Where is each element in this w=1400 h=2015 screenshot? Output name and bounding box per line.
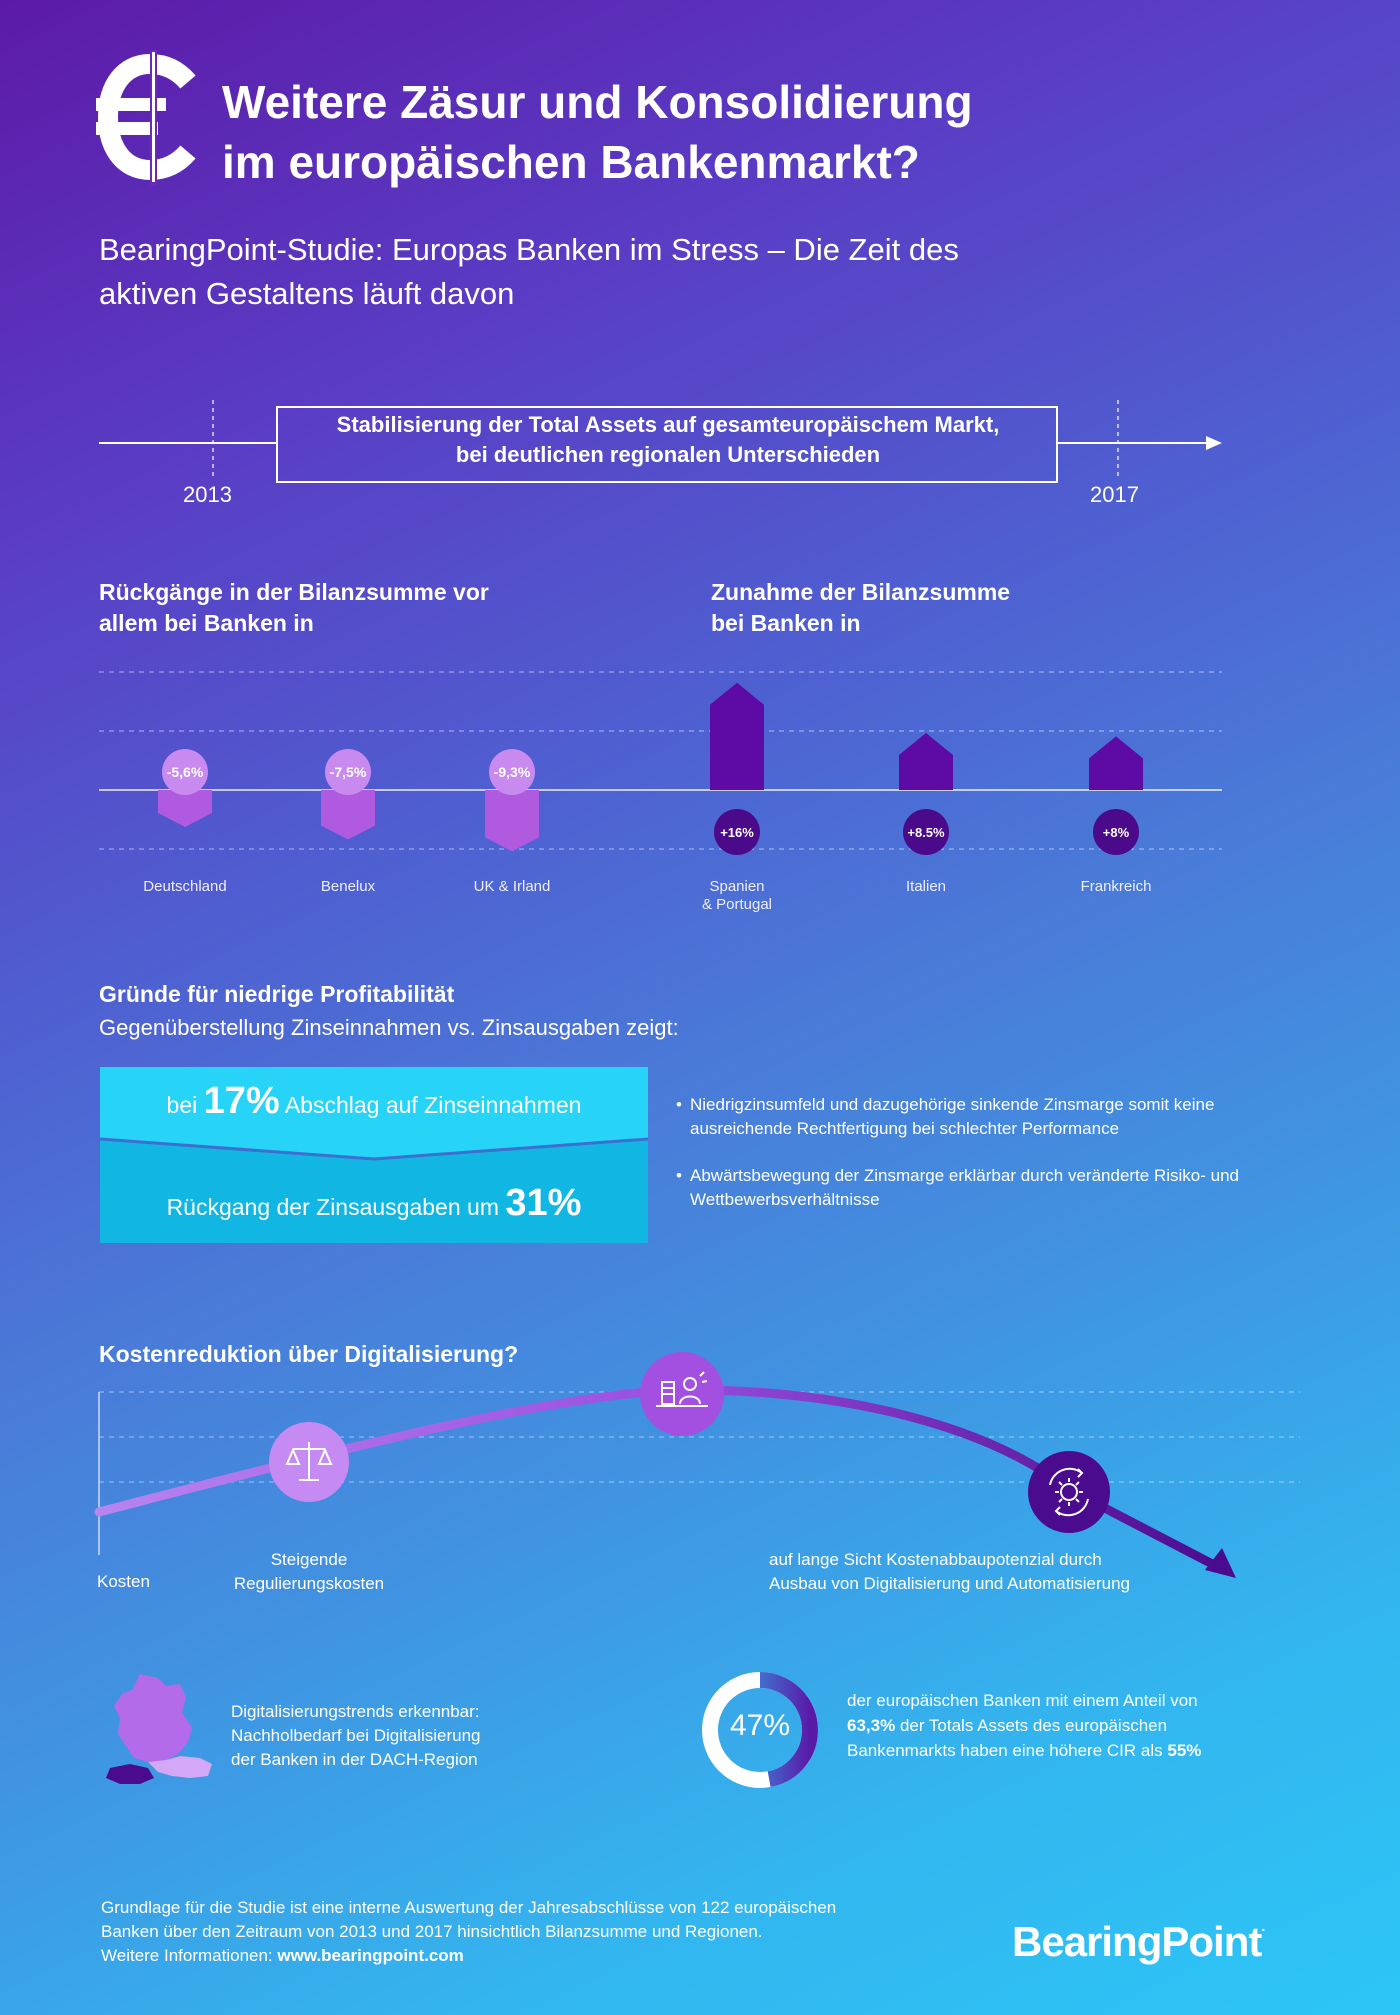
decline-heading-line-1: Rückgänge in der Bilanzsumme vor [99,579,489,605]
title-line-1: Weitere Zäsur und Konsolidierung [222,76,973,128]
bullet-1: Niedrigzinsumfeld und dazugehörige sinke… [676,1093,1250,1141]
decline-heading: Rückgänge in der Bilanzsumme vor allem b… [99,577,489,639]
increase-heading: Zunahme der Bilanzsumme bei Banken in [711,577,1010,639]
decline-value-label: -5,6% [162,749,208,795]
decline-region-label: Benelux [320,878,376,895]
interest-income-box: bei 17% Abschlag auf Zinseinnahmen [100,1080,648,1123]
box1-suffix: Abschlag auf Zinseinnahmen [284,1092,582,1118]
increase-value-label: +8% [1093,809,1139,855]
dach-text: Digitalisierungstrends erkennbar: Nachho… [231,1700,480,1772]
gear-cycle-icon [1028,1451,1110,1533]
interest-comparison-graphic [100,1067,648,1243]
dach-line-2: Nachholbedarf bei Digitalisierung [231,1726,481,1745]
costs-label-left-line-1: Steigende [270,1550,348,1569]
increase-heading-line-2: bei Banken in [711,610,861,636]
page-title: Weitere Zäsur und Konsolidierung im euro… [222,72,973,192]
decline-bar [321,790,375,840]
increase-value-label: +8.5% [903,809,949,855]
cir-line-3-bold: 55% [1167,1741,1202,1760]
costs-axis-label: Kosten [97,1572,150,1591]
footer-line-2: Banken über den Zeitraum von 2013 und 20… [101,1922,763,1941]
donut-value-arc [702,1672,818,1788]
box1-prefix: bei [166,1092,198,1118]
title-line-2: im europäischen Bankenmarkt? [222,136,920,188]
timeline-graphic [99,400,1222,483]
cir-line-2-rest: der Totals Assets des europäischen [899,1716,1168,1735]
costs-label-right-line-2: Ausbau von Digitalisierung und Automatis… [769,1574,1131,1593]
footer-link[interactable]: www.bearingpoint.com [277,1946,464,1965]
costs-label-right: auf lange Sicht Kostenabbaupotenzial dur… [769,1548,1130,1596]
decline-bar [158,790,212,827]
increase-region-label: Frankreich [1080,878,1152,895]
box1-value: 17% [203,1080,280,1122]
cir-percent: 47% [729,1709,791,1742]
decline-region-label: Deutschland [143,878,227,895]
page-subtitle: BearingPoint-Studie: Europas Banken im S… [99,232,959,311]
box2-prefix: Rückgang der Zinsausgaben um [166,1194,499,1220]
brand-logo-text: BearingPoint [1012,1918,1262,1965]
increase-value-label: +16% [714,809,760,855]
increase-region-label: Spanien & Portugal [701,878,773,913]
costs-label-left: Steigende Regulierungskosten [209,1548,409,1596]
interest-expense-box: Rückgang der Zinsausgaben um 31% [100,1182,648,1225]
decline-heading-line-2: allem bei Banken in [99,610,314,636]
footer-line-1: Grundlage für die Studie ist eine intern… [101,1898,837,1917]
costs-heading: Kostenreduktion über Digitalisierung? [99,1341,519,1367]
desk-worker-icon [640,1352,724,1436]
donut-icon [702,1672,818,1788]
dach-map-icon [106,1674,212,1784]
increase-bar [899,733,953,790]
footer-note: Grundlage für die Studie ist eine intern… [101,1896,1001,1968]
timeline-box: Stabilisierung der Total Assets auf gesa… [277,410,1059,470]
decline-bar [485,790,539,852]
brand-logo: BearingPoint. [1012,1918,1265,1965]
timeline-end-year: 2017 [1090,482,1139,507]
balance-change-chart [99,671,1222,852]
profitability-heading: Gründe für niedrige Profitabilität [99,981,455,1007]
box2-value: 31% [505,1182,582,1224]
decline-region-label: UK & Irland [473,878,551,895]
increase-heading-line-1: Zunahme der Bilanzsumme [711,579,1011,605]
increase-bar [710,682,764,790]
scales-icon [269,1422,349,1502]
costs-label-left-line-2: Regulierungskosten [233,1574,385,1593]
cir-line-3-rest: Bankenmarkts haben eine höhere CIR als [847,1741,1163,1760]
bullet-2: Abwärtsbewegung der Zinsmarge erklärbar … [676,1164,1250,1212]
timeline-box-line-2: bei deutlichen regionalen Unterschieden [455,442,881,467]
dach-line-3: der Banken in der DACH-Region [231,1750,478,1769]
euro-icon [96,50,196,185]
cir-line-1: der europäischen Banken mit einem Anteil… [847,1691,1198,1710]
timeline-box-line-1: Stabilisierung der Total Assets auf gesa… [336,412,1000,437]
costs-label-right-line-1: auf lange Sicht Kostenabbaupotenzial dur… [769,1550,1102,1569]
profitability-subheading: Gegenüberstellung Zinseinnahmen vs. Zins… [99,1015,679,1040]
increase-bar [1089,736,1143,790]
decline-value-label: -7,5% [325,749,371,795]
increase-region-label: Italien [905,878,947,895]
decline-value-label: -9,3% [489,749,535,795]
dach-line-1: Digitalisierungstrends erkennbar: [231,1702,480,1721]
timeline-start-year: 2013 [183,482,232,507]
cir-line-2-bold: 63,3% [847,1716,896,1735]
footer-line-3-prefix: Weitere Informationen: [101,1946,273,1965]
cir-text: der europäischen Banken mit einem Anteil… [847,1688,1201,1763]
